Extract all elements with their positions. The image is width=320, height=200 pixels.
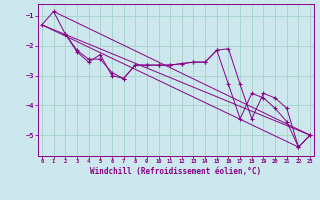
X-axis label: Windchill (Refroidissement éolien,°C): Windchill (Refroidissement éolien,°C) — [91, 167, 261, 176]
